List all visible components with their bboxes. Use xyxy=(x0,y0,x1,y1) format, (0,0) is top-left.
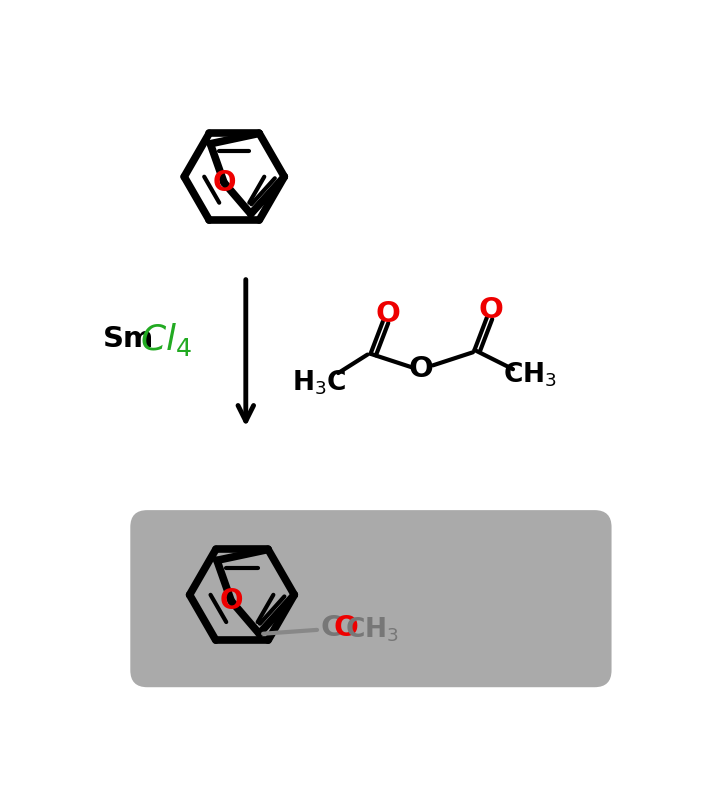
Text: O: O xyxy=(220,587,243,615)
Text: CH$_3$: CH$_3$ xyxy=(503,360,557,389)
FancyBboxPatch shape xyxy=(130,510,611,687)
Text: O: O xyxy=(375,299,400,328)
Text: C: C xyxy=(320,615,341,642)
Text: CH$_3$: CH$_3$ xyxy=(346,615,400,645)
Text: Sm: Sm xyxy=(104,325,155,353)
Text: O: O xyxy=(408,355,433,384)
Text: H$_3$C: H$_3$C xyxy=(292,369,346,397)
Text: O: O xyxy=(334,615,359,642)
Text: O: O xyxy=(212,169,235,196)
Text: $\mathit{Cl}_4$: $\mathit{Cl}_4$ xyxy=(140,321,192,358)
Text: O: O xyxy=(479,296,504,324)
